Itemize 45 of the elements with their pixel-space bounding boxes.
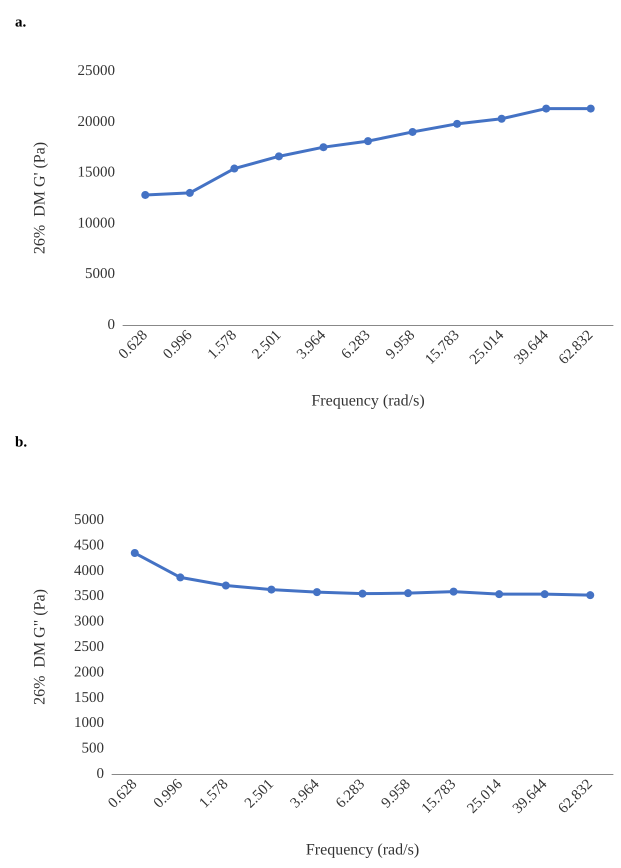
y-tick-label: 0 [108, 317, 115, 333]
point [141, 190, 150, 199]
point [358, 590, 366, 598]
y-tick-label: 0 [96, 766, 104, 782]
y-tick-label: 3500 [74, 588, 104, 604]
point [450, 588, 458, 596]
point [364, 137, 372, 146]
y-tick-label: 2500 [74, 639, 104, 655]
point [312, 588, 321, 596]
chart-title: a. [15, 14, 26, 30]
y-tick-label: 4500 [74, 537, 104, 554]
point [540, 590, 549, 598]
y-tick-label: 10000 [78, 215, 115, 232]
point [230, 164, 238, 173]
chart-title: b. [15, 434, 28, 450]
point [274, 152, 283, 160]
y-tick-label: 500 [82, 740, 104, 757]
point [542, 104, 550, 113]
point [453, 120, 462, 128]
point [404, 589, 412, 598]
y-tick-label: 5000 [74, 512, 104, 528]
point [495, 590, 504, 598]
point [586, 591, 594, 600]
y-tick-label: 2000 [74, 664, 104, 680]
point [176, 573, 184, 582]
point [408, 128, 417, 136]
point [267, 586, 276, 594]
y-tick-label: 20000 [78, 114, 115, 130]
y-tick-label: 25000 [78, 63, 115, 79]
x-axis-title: Frequency (rad/s) [311, 392, 425, 410]
y-tick-label: 3000 [74, 614, 104, 630]
point [222, 582, 230, 590]
y-axis-title: 26% DM G' (Pa) [32, 142, 48, 254]
point [586, 104, 595, 113]
y-tick-label: 15000 [78, 164, 115, 181]
y-tick-label: 4000 [74, 562, 104, 579]
x-axis-title: Frequency (rad/s) [306, 842, 420, 858]
y-axis-title: 26% DM G" (Pa) [32, 589, 48, 705]
y-tick-label: 5000 [85, 266, 115, 282]
point [130, 549, 139, 558]
point [186, 188, 194, 197]
point [498, 114, 506, 123]
y-tick-label: 1500 [74, 690, 104, 706]
point [319, 143, 328, 152]
y-tick-label: 1000 [74, 715, 104, 732]
